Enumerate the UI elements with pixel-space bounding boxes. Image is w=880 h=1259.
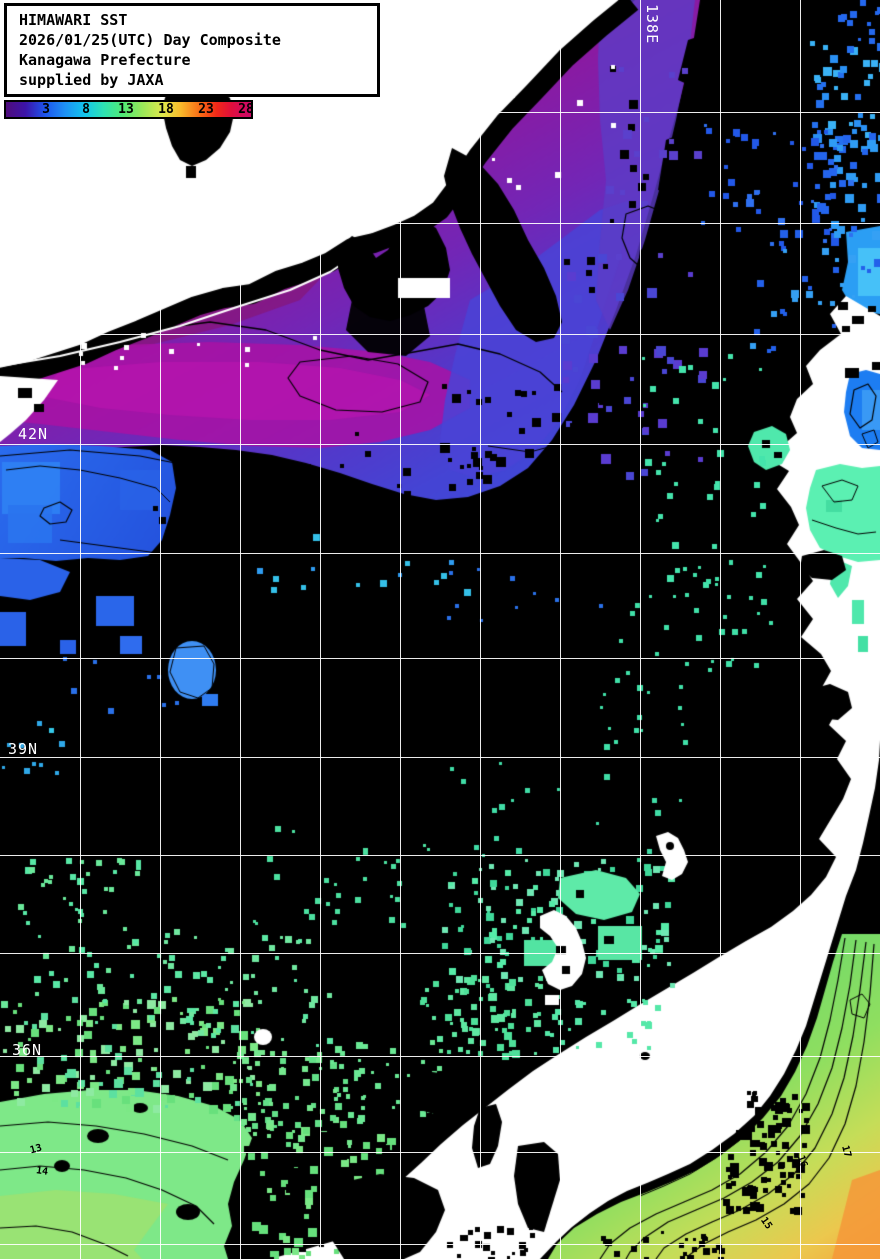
title-box: HIMAWARI SST 2026/01/25(UTC) Day Composi… bbox=[4, 3, 380, 97]
colorbar-tick: 8 bbox=[82, 102, 90, 117]
title-line-credit: supplied by JAXA bbox=[19, 71, 164, 89]
temperature-colorbar: 3 8 13 18 23 28 bbox=[4, 100, 254, 119]
title-line-region: Kanagawa Prefecture bbox=[19, 51, 191, 69]
colorbar-tick: 3 bbox=[42, 102, 50, 117]
colorbar-tick: 13 bbox=[118, 102, 134, 117]
title-line-product: HIMAWARI SST bbox=[19, 11, 128, 29]
title-line-date: 2026/01/25(UTC) Day Composite bbox=[19, 31, 281, 49]
colorbar-tick: 23 bbox=[198, 102, 214, 117]
colorbar-tick: 28 bbox=[238, 102, 254, 117]
colorbar-tick: 18 bbox=[158, 102, 174, 117]
